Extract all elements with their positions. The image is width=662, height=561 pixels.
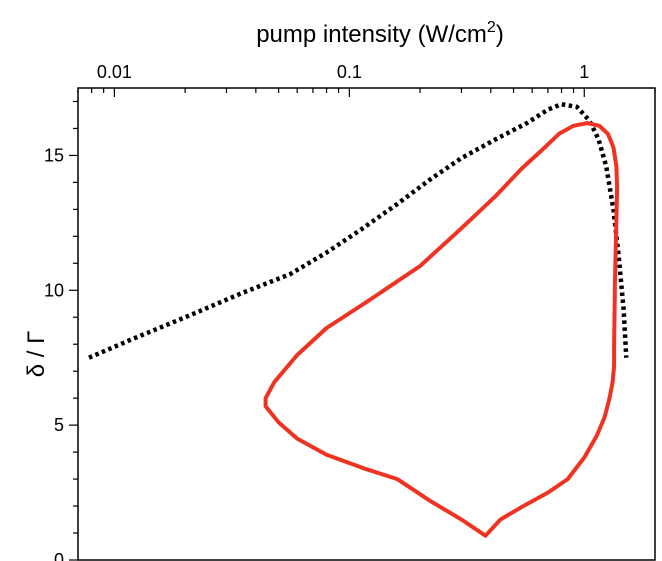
y-tick-label: 10 bbox=[44, 280, 64, 300]
y-axis-title: δ / Γ bbox=[23, 331, 50, 378]
y-tick-label: 15 bbox=[44, 145, 64, 165]
x-tick-label: 0.1 bbox=[337, 62, 362, 82]
x-axis-title-end: ) bbox=[496, 21, 504, 48]
y-tick-label: 5 bbox=[54, 415, 64, 435]
x-tick-label: 0.01 bbox=[97, 62, 132, 82]
x-axis-title-main: pump intensity (W/cm bbox=[256, 21, 487, 48]
dotted-curve bbox=[88, 101, 629, 360]
x-tick-label: 1 bbox=[579, 62, 589, 82]
x-axis-title: pump intensity (W/cm2) bbox=[256, 19, 504, 48]
plot-frame bbox=[77, 87, 656, 561]
y-tick-label: 0 bbox=[54, 550, 64, 561]
x-axis-ticks: 0.01 0.1 1 bbox=[77, 62, 656, 97]
series-layer bbox=[88, 101, 629, 538]
x-axis-title-superscript: 2 bbox=[487, 19, 496, 36]
y-axis-ticks: 0 5 10 15 bbox=[44, 100, 78, 561]
solid-curve bbox=[263, 121, 620, 538]
